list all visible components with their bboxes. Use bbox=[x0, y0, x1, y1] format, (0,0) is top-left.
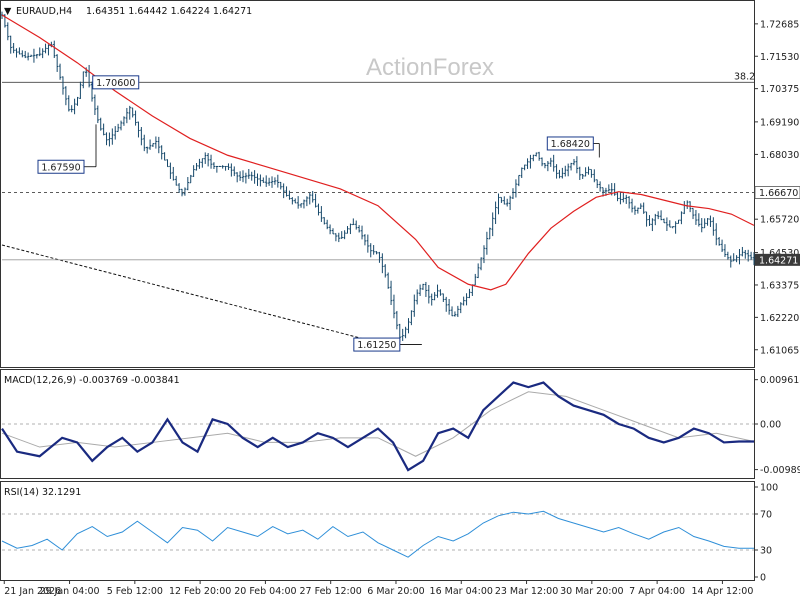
ohlc-values: 1.64351 1.64442 1.64224 1.64271 bbox=[86, 6, 252, 17]
x-tick-label: 30 Mar 20:00 bbox=[560, 586, 623, 597]
level-callout-box bbox=[546, 136, 594, 151]
rsi-tick-label: 30 bbox=[760, 546, 772, 557]
level-price-box bbox=[754, 186, 800, 199]
price-tick-label: 1.62220 bbox=[760, 313, 799, 324]
price-tick-label: 1.63375 bbox=[760, 280, 799, 291]
symbol-dropdown-icon[interactable]: ▼ bbox=[4, 6, 12, 17]
price-tick-label: 1.65720 bbox=[760, 215, 799, 226]
moving-average-line bbox=[1, 14, 755, 291]
level-callout-box bbox=[37, 159, 85, 174]
trendline bbox=[1, 244, 386, 346]
x-tick-label: 5 Feb 12:00 bbox=[107, 586, 163, 597]
price-tick-label: 1.64271 bbox=[759, 255, 798, 266]
rsi-title: RSI(14) 32.1291 bbox=[4, 487, 81, 498]
price-tick-label: 1.66670 bbox=[759, 188, 798, 199]
rsi-tick-label: 100 bbox=[760, 483, 778, 494]
x-tick-label: 20 Feb 04:00 bbox=[234, 586, 296, 597]
level-callout-label: 1.61250 bbox=[357, 340, 396, 351]
price-tick-label: 1.69190 bbox=[760, 117, 799, 128]
price-tick-label: 1.72685 bbox=[760, 19, 799, 30]
price-tick-label: 1.68030 bbox=[760, 150, 799, 161]
price-tick-label: 1.64530 bbox=[760, 248, 799, 259]
price-tick-label: 1.71530 bbox=[760, 52, 799, 63]
rsi-tick-label: 70 bbox=[760, 510, 772, 521]
macd-tick-label: 0.00 bbox=[760, 420, 781, 431]
symbol-label: EURAUD,H4 bbox=[16, 6, 72, 17]
price-pane bbox=[0, 0, 755, 368]
x-tick-label: 29 Jan 04:00 bbox=[39, 586, 99, 597]
fib-label: 38.2 bbox=[734, 71, 755, 82]
level-callout-label: 1.67590 bbox=[41, 162, 80, 173]
x-tick-label: 7 Apr 04:00 bbox=[629, 586, 685, 597]
axes: 1.72685 1.71530 1.70375 1.69190 1.68030 1.666… bbox=[3, 19, 800, 597]
level-callout-label: 1.68420 bbox=[551, 139, 590, 150]
price-tick-label: 1.70375 bbox=[760, 84, 799, 95]
watermark: ActionForex bbox=[366, 54, 494, 81]
last-price-box bbox=[755, 253, 800, 266]
x-tick-label: 27 Feb 12:00 bbox=[300, 586, 362, 597]
x-tick-label: 23 Mar 12:00 bbox=[495, 586, 558, 597]
macd-signal-line bbox=[1, 391, 755, 457]
x-tick-label: 21 Jan 2026 bbox=[4, 586, 61, 597]
macd-title: MACD(12,26,9) -0.003769 -0.003841 bbox=[4, 375, 180, 386]
price-tick-label: 1.61065 bbox=[760, 345, 799, 356]
x-tick-label: 6 Mar 20:00 bbox=[367, 586, 424, 597]
rsi-pane bbox=[0, 481, 755, 581]
rsi-series bbox=[1, 510, 754, 558]
level-callout-box bbox=[353, 337, 401, 352]
rsi-tick-label: 0 bbox=[760, 573, 766, 584]
macd-tick-label: -0.009892 bbox=[760, 465, 800, 476]
price-series: 38.2 1.70600 1.67590 1.61250 1.68420 bbox=[0, 11, 756, 352]
level-callout-label: 1.70600 bbox=[96, 78, 135, 89]
macd-series bbox=[1, 381, 755, 472]
macd-line bbox=[1, 381, 754, 472]
level-callout-box bbox=[92, 75, 140, 90]
macd-tick-label: 0.009618 bbox=[760, 375, 800, 386]
rsi-line bbox=[1, 510, 754, 558]
x-tick-label: 14 Apr 12:00 bbox=[691, 586, 753, 597]
x-tick-label: 16 Mar 04:00 bbox=[430, 586, 493, 597]
x-tick-label: 12 Feb 20:00 bbox=[169, 586, 231, 597]
